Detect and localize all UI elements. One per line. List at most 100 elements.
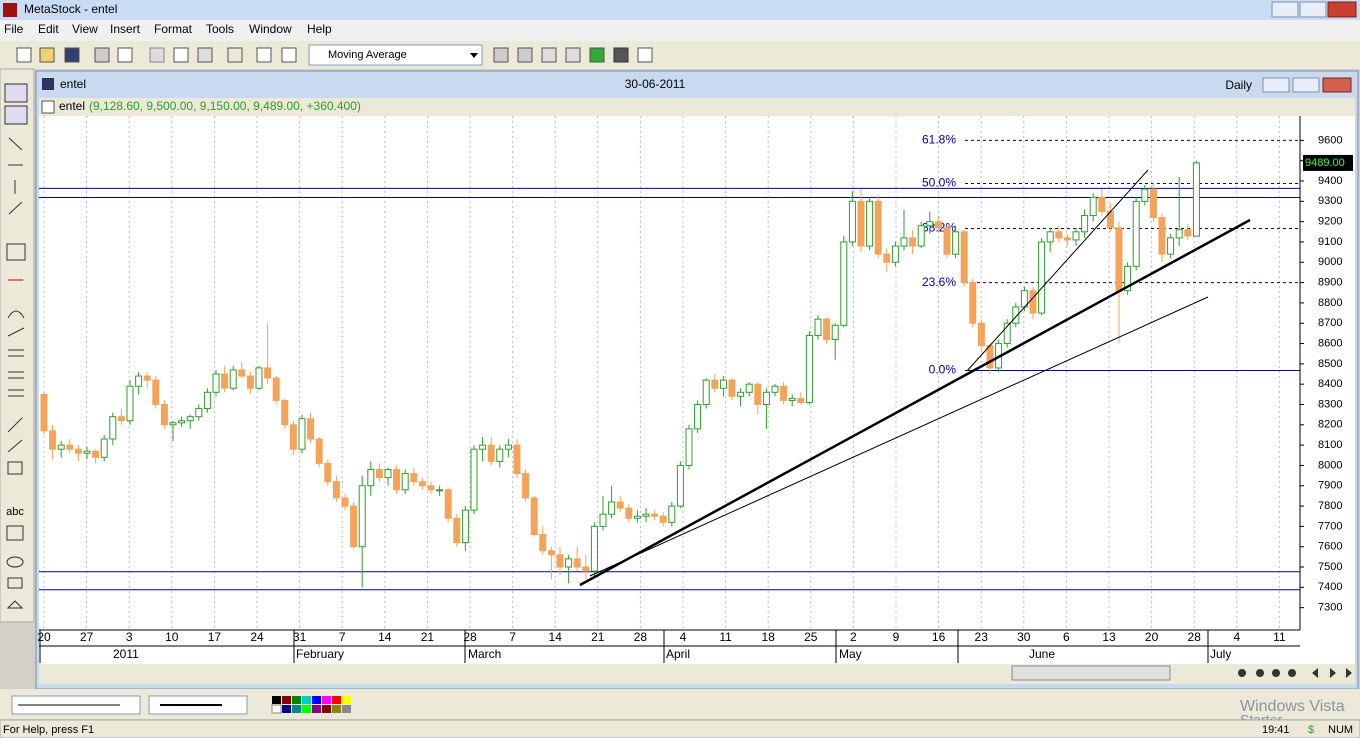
month-label: 2011	[113, 647, 139, 661]
candle-body	[762, 391, 770, 405]
close-button[interactable]	[1327, 1, 1357, 18]
window-title: MetaStock - entel	[24, 2, 117, 16]
candle-body	[332, 481, 340, 499]
menu-item[interactable]: File	[4, 22, 24, 36]
x-tick-label: 14	[378, 630, 392, 644]
candle-body	[264, 367, 272, 379]
candle-body	[1012, 306, 1020, 324]
x-tick-label: 3	[126, 630, 133, 644]
x-tick-label: 4	[680, 630, 687, 644]
candle-body	[848, 200, 856, 243]
candle-body	[986, 345, 994, 369]
candle-body	[229, 369, 237, 389]
candle-body	[934, 221, 942, 229]
fib-label: 50.0%	[922, 176, 956, 190]
chart-window-period: Daily	[1225, 78, 1252, 92]
title-bar	[0, 0, 1360, 20]
candle-body	[1081, 215, 1089, 233]
maximize-button[interactable]	[1299, 1, 1327, 18]
candle-body	[178, 420, 186, 424]
menu-item[interactable]: Format	[154, 22, 193, 36]
candle-body	[307, 418, 315, 440]
candle-body	[246, 375, 254, 389]
menu-item[interactable]: Tools	[206, 22, 234, 36]
candle-body	[616, 501, 624, 509]
minimize-button[interactable]	[1271, 1, 1299, 18]
candle-body	[272, 377, 280, 401]
candle-body	[281, 399, 289, 426]
x-tick-label: 27	[80, 630, 94, 644]
plot-area	[39, 116, 1300, 630]
candle-body	[375, 469, 383, 479]
candle-body	[754, 383, 762, 405]
chart-header	[39, 98, 1355, 116]
x-tick-label: 7	[509, 630, 516, 644]
x-tick-label: 30	[1017, 630, 1031, 644]
candle-body	[109, 416, 117, 440]
candle-body	[1149, 188, 1157, 219]
candle-body	[496, 448, 504, 462]
candle-body	[633, 515, 641, 519]
candle-body	[1046, 231, 1054, 243]
candle-body	[1175, 229, 1183, 239]
y-tick-label: 8600	[1318, 337, 1342, 349]
date-axis	[39, 630, 1355, 664]
menu-item[interactable]: Help	[307, 22, 332, 36]
candle-body	[418, 481, 426, 487]
text-tool[interactable]: abc	[6, 506, 24, 518]
y-tick-label: 8300	[1318, 398, 1342, 410]
menu-item[interactable]: Insert	[110, 22, 141, 36]
candle-body	[1192, 162, 1200, 237]
fib-label: 0.0%	[929, 363, 957, 377]
candle-body	[857, 200, 865, 247]
candle-body	[100, 438, 108, 458]
candle-body	[608, 501, 616, 515]
y-tick-label: 7600	[1318, 541, 1342, 553]
child-minimize[interactable]	[1262, 77, 1290, 93]
candle-body	[238, 369, 246, 377]
candle-body	[1072, 231, 1080, 241]
candle-body	[590, 525, 598, 572]
candle-body	[66, 444, 74, 450]
candle-body	[212, 373, 220, 393]
x-tick-label: 18	[762, 630, 776, 644]
candle-body	[92, 450, 100, 458]
child-maximize[interactable]	[1292, 77, 1320, 93]
x-tick-label: 13	[1102, 630, 1116, 644]
candle-body	[599, 513, 607, 527]
candle-body	[651, 513, 659, 517]
x-tick-label: 2	[850, 630, 857, 644]
x-tick-label: 4	[1233, 630, 1240, 644]
indicator-select[interactable]	[308, 44, 483, 66]
candle-body	[1063, 237, 1071, 241]
vista-watermark: Windows Vista	[1240, 698, 1345, 715]
x-tick-label: 21	[591, 630, 605, 644]
candle-body	[186, 416, 194, 422]
menu-item[interactable]: Edit	[38, 22, 59, 36]
menu-item[interactable]: View	[72, 22, 98, 36]
x-tick-label: 24	[250, 630, 264, 644]
candle-body	[711, 379, 719, 389]
y-tick-label: 8800	[1318, 297, 1342, 309]
month-label: May	[839, 647, 862, 661]
candle-body	[1089, 196, 1097, 217]
month-label: July	[1210, 647, 1231, 661]
candle-body	[135, 375, 143, 387]
x-tick-label: 10	[165, 630, 179, 644]
x-tick-label: 28	[463, 630, 477, 644]
y-tick-label: 7300	[1318, 602, 1342, 614]
candle-body	[797, 397, 805, 403]
candle-body	[203, 391, 211, 410]
scroll-thumb[interactable]	[1011, 665, 1171, 681]
security-values: (9,128.60, 9,500.00, 9,150.00, 9,489.00,…	[89, 99, 361, 113]
candle-body	[487, 444, 495, 462]
candle-body	[719, 379, 727, 389]
candle-body	[900, 237, 908, 247]
x-tick-label: 17	[208, 630, 222, 644]
color-palette[interactable]	[271, 696, 351, 714]
menu-item[interactable]: Window	[249, 22, 292, 36]
child-close[interactable]	[1322, 77, 1352, 93]
y-tick-label: 7700	[1318, 520, 1342, 532]
candle-body	[410, 473, 418, 483]
